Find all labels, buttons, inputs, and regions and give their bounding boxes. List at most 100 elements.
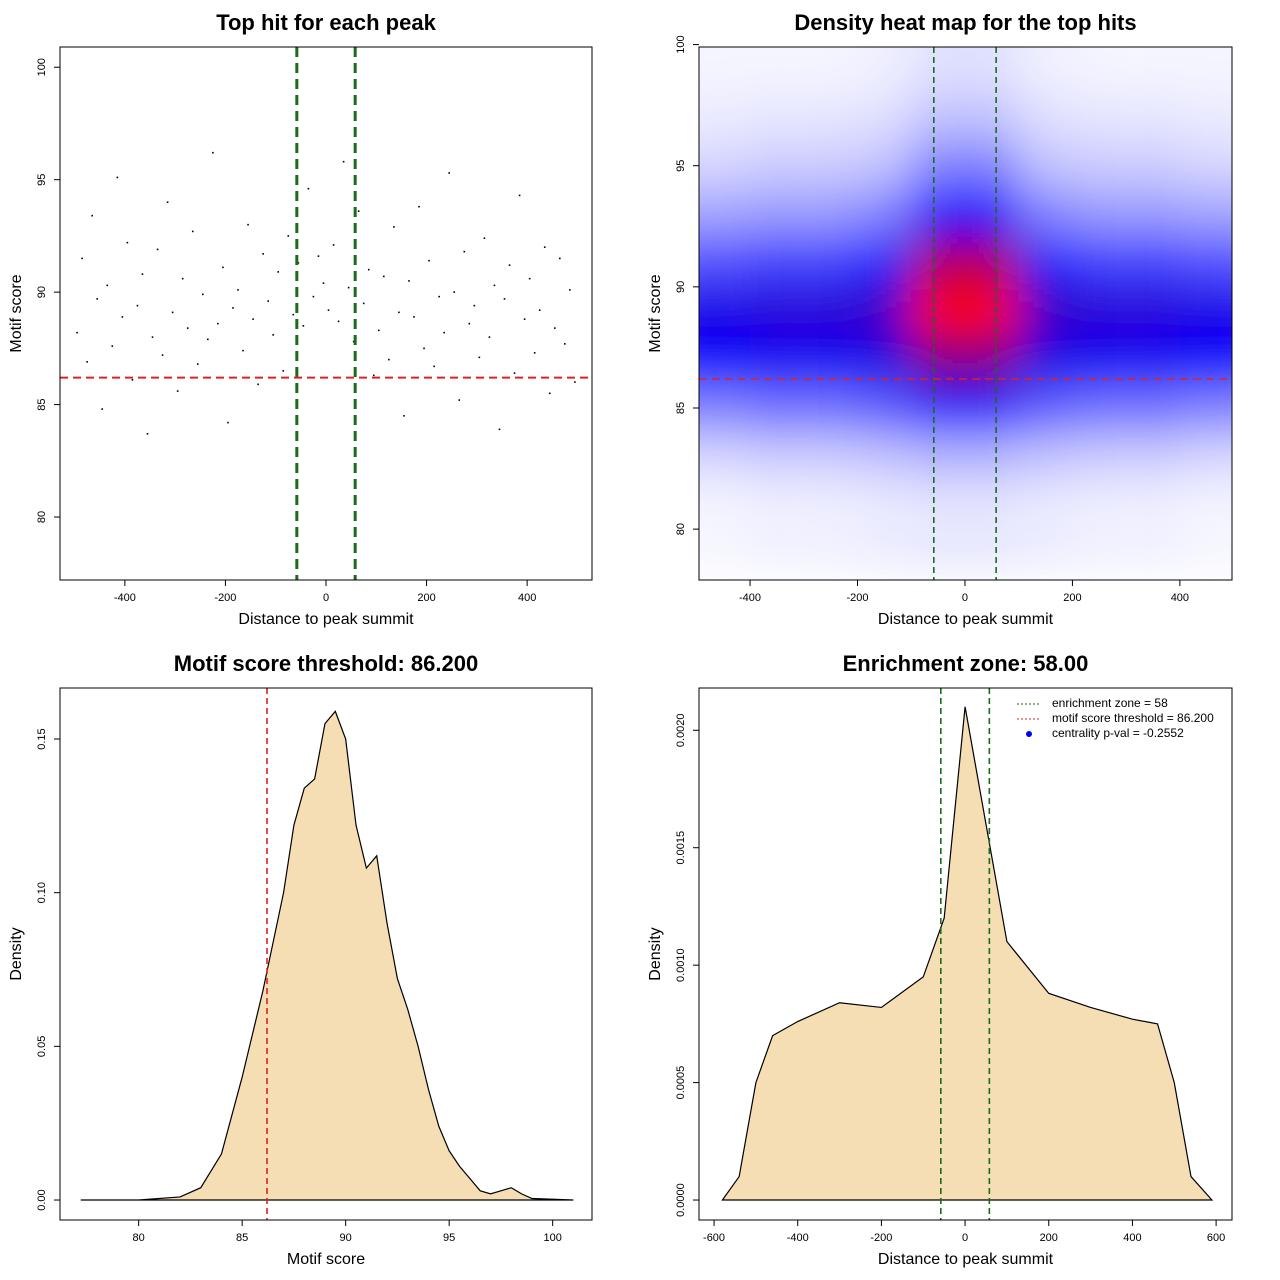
heat-cell: [750, 93, 804, 142]
y-tick-label: 0.0010: [675, 948, 687, 982]
y-tick-label: 0.05: [36, 1036, 48, 1057]
chart-title: Enrichment zone: 58.00: [843, 651, 1089, 676]
point: [237, 289, 239, 291]
x-tick-label: 400: [518, 592, 536, 604]
heatmap-cells: [699, 47, 1232, 570]
point: [181, 277, 184, 280]
density-area: [80, 710, 574, 1201]
heat-cell: [1018, 47, 1073, 94]
y-tick-label: 0.0015: [675, 831, 687, 865]
y-tick-label: 0.0000: [675, 1183, 687, 1217]
heat-cell: [964, 47, 1019, 94]
heat-cell: [1126, 432, 1180, 481]
point: [267, 300, 269, 302]
x-axis-label: Motif score: [287, 1251, 365, 1268]
point: [508, 264, 511, 266]
heat-cell: [1018, 480, 1073, 570]
point: [247, 223, 249, 226]
heat-cell: [1179, 286, 1232, 336]
heat-cell: [803, 335, 858, 384]
point: [347, 286, 350, 289]
point: [232, 307, 234, 309]
heat-cell: [911, 383, 965, 433]
point: [106, 284, 109, 287]
point: [302, 325, 305, 327]
point: [398, 311, 400, 314]
heat-cell: [964, 432, 1019, 481]
heat-cell: [1126, 238, 1180, 287]
y-tick-label: 85: [675, 402, 687, 414]
heat-cell: [964, 383, 1019, 433]
point: [282, 370, 285, 372]
point: [212, 151, 214, 154]
point: [383, 275, 385, 278]
point: [146, 433, 149, 435]
point: [242, 349, 244, 352]
y-tick-label: 95: [675, 160, 687, 172]
point: [126, 241, 129, 244]
heat-cell: [803, 93, 858, 142]
heat-cell: [911, 238, 965, 287]
point: [362, 302, 365, 305]
point: [518, 194, 521, 197]
point: [297, 262, 300, 264]
plot-frame: [59, 46, 593, 581]
point: [217, 322, 219, 325]
heat-cell: [911, 141, 965, 190]
heat-cell: [911, 189, 965, 239]
heat-cell: [750, 432, 804, 481]
heat-cell: [699, 383, 751, 433]
heat-cell: [803, 480, 858, 570]
x-tick-label: 0: [962, 592, 968, 604]
point: [207, 338, 209, 341]
point: [377, 329, 380, 332]
point: [543, 246, 546, 248]
heat-cell: [1179, 47, 1232, 94]
heat-cell: [1018, 141, 1073, 190]
heat-cell: [699, 480, 751, 570]
heat-cell: [964, 335, 1019, 384]
y-tick-label: 85: [36, 398, 48, 410]
point: [322, 282, 325, 284]
y-axis-label: Density: [8, 927, 25, 980]
y-axis-label: Motif score: [647, 274, 664, 352]
point: [493, 284, 496, 287]
legend-label: motif score threshold = 86.200: [1052, 711, 1214, 725]
heat-cell: [1179, 383, 1232, 433]
heat-cell: [911, 480, 965, 570]
y-tick-label: 80: [36, 511, 48, 523]
point: [538, 309, 541, 311]
heat-cell: [699, 47, 751, 94]
y-tick-label: 95: [36, 174, 48, 186]
heat-cell: [1072, 141, 1127, 190]
legend-label: enrichment zone = 58: [1052, 696, 1168, 710]
heat-cell: [1179, 432, 1232, 481]
heat-cell: [803, 286, 858, 336]
point: [438, 295, 440, 298]
point: [312, 295, 315, 298]
x-tick-label: -400: [739, 592, 761, 604]
heat-cell: [1179, 141, 1232, 190]
heat-cell: [803, 141, 858, 190]
point: [478, 356, 481, 359]
y-tick-label: 100: [675, 35, 687, 53]
x-tick-label: 200: [1063, 592, 1081, 604]
density-area: [721, 706, 1214, 1201]
heat-cell: [1072, 335, 1127, 384]
point: [574, 381, 576, 383]
point: [257, 383, 259, 386]
point: [367, 268, 370, 271]
point: [342, 160, 345, 163]
heat-cell: [1072, 480, 1127, 570]
heat-cell: [699, 93, 751, 142]
x-tick-label: -200: [846, 592, 868, 604]
point: [262, 253, 264, 255]
x-tick-label: -600: [703, 1232, 725, 1244]
heat-cell: [911, 47, 965, 94]
point: [352, 340, 355, 343]
x-tick-label: -200: [214, 592, 236, 604]
point: [408, 280, 410, 282]
x-tick-label: 95: [443, 1232, 455, 1244]
y-tick-label: 100: [36, 58, 48, 76]
